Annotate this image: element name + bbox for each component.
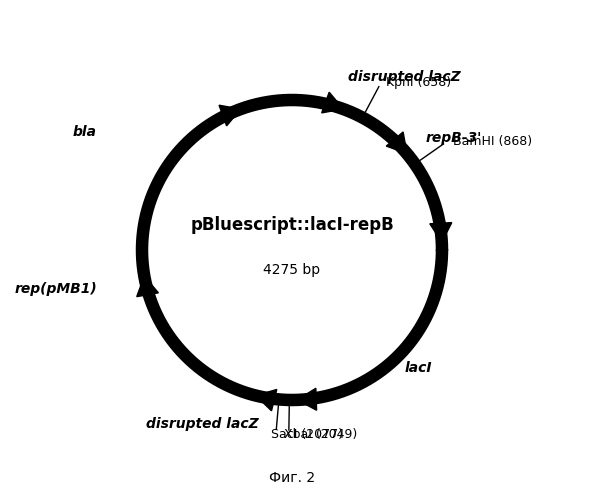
Text: KpnI (658): KpnI (658): [386, 76, 451, 88]
Text: bla: bla: [73, 125, 97, 139]
Text: disrupted lacZ: disrupted lacZ: [146, 417, 258, 431]
Polygon shape: [219, 105, 241, 126]
Text: SacI (2077): SacI (2077): [271, 428, 343, 441]
Text: XbaI (2049): XbaI (2049): [284, 428, 357, 442]
Polygon shape: [255, 390, 277, 411]
Polygon shape: [137, 276, 158, 296]
Polygon shape: [386, 132, 407, 154]
Text: disrupted lacZ: disrupted lacZ: [348, 70, 461, 85]
Text: 4275 bp: 4275 bp: [263, 263, 321, 277]
Text: pBluescript::lacI-repB: pBluescript::lacI-repB: [190, 216, 394, 234]
Polygon shape: [430, 222, 452, 242]
Text: BamHI (868): BamHI (868): [453, 134, 532, 147]
Polygon shape: [297, 388, 317, 410]
Text: lacI: lacI: [405, 361, 432, 375]
Text: repB-3': repB-3': [426, 130, 481, 144]
Polygon shape: [322, 92, 343, 113]
Text: rep(pMB1): rep(pMB1): [14, 282, 97, 296]
Text: Фиг. 2: Фиг. 2: [269, 471, 315, 485]
